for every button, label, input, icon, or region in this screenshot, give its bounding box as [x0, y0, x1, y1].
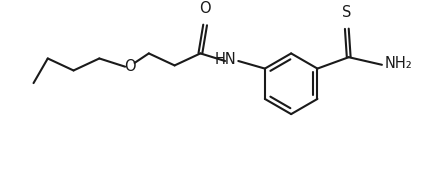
Text: HN: HN	[215, 52, 236, 67]
Text: S: S	[342, 5, 351, 20]
Text: NH₂: NH₂	[385, 56, 412, 71]
Text: O: O	[199, 1, 211, 16]
Text: O: O	[124, 59, 136, 74]
